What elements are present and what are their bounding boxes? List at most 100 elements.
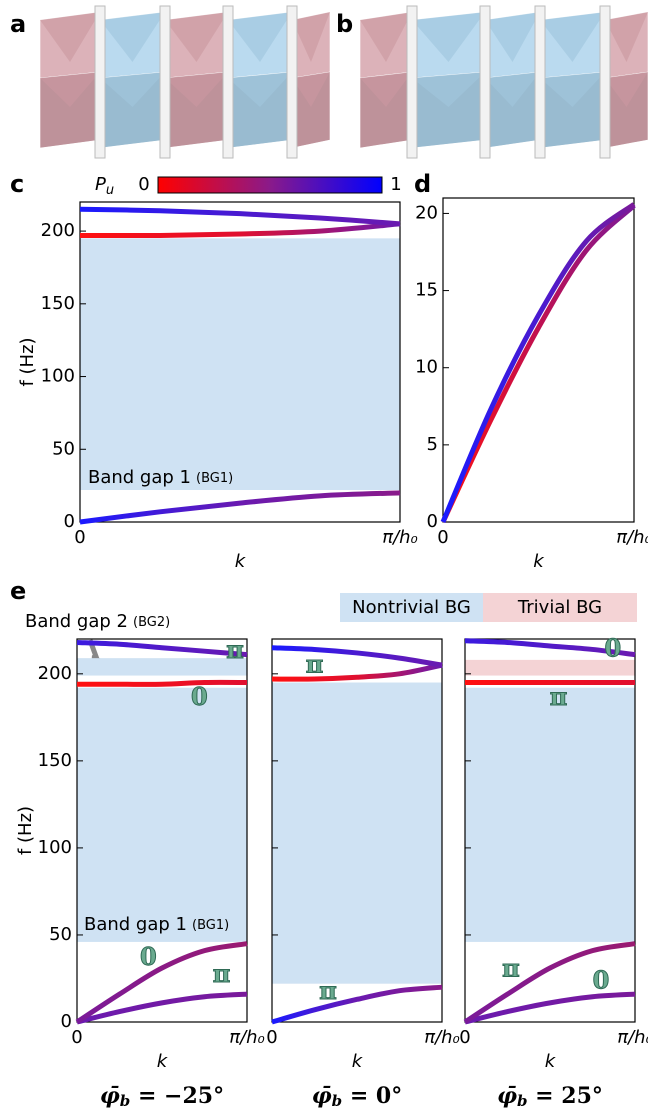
gap-label: Band gap 1 (BG1) <box>84 914 229 935</box>
facet <box>40 12 100 62</box>
y-tick-label: 5 <box>427 434 438 455</box>
band-gap <box>77 658 247 676</box>
y-tick-label: 0 <box>427 511 438 532</box>
post <box>159 5 171 159</box>
gap-label-main: Band gap 1 <box>88 467 191 488</box>
caption-sub: b <box>517 1092 528 1110</box>
post <box>94 5 106 159</box>
facet <box>228 72 292 107</box>
facet <box>540 72 605 107</box>
panel-label: b <box>336 10 353 38</box>
x-tick-label: π/h₀ <box>617 1027 648 1048</box>
x-tick-label: π/h₀ <box>382 527 418 548</box>
facet <box>292 12 330 62</box>
x-tick-label: 0 <box>266 1027 277 1048</box>
plot-frame <box>442 197 635 523</box>
x-axis-label: k <box>545 1051 557 1072</box>
y-tick-label: 10 <box>415 357 438 378</box>
mode-label: π <box>550 682 568 711</box>
y-tick-label: 20 <box>415 202 438 223</box>
post <box>286 5 298 159</box>
gap-label-main: Band gap 1 <box>84 914 187 935</box>
caption-symbol: φ̄ <box>312 1083 332 1109</box>
colorbar-label-sub: u <box>106 183 114 198</box>
facet <box>605 12 648 62</box>
facet <box>40 72 100 107</box>
legend-swatch <box>483 593 637 622</box>
x-axis-label: k <box>157 1051 169 1072</box>
mode-label: π <box>306 650 324 679</box>
plot-frame <box>76 638 248 1023</box>
x-tick-label: 0 <box>74 527 85 548</box>
band-curve <box>76 991 248 1025</box>
band-gap <box>465 687 635 942</box>
band-gap <box>77 687 247 942</box>
y-tick-label: 200 <box>41 220 75 241</box>
band-curve <box>76 639 248 658</box>
plot-frame <box>271 638 443 1023</box>
x-tick-label: π/h₀ <box>229 1027 265 1048</box>
band-curve <box>79 206 401 227</box>
band-gap <box>465 659 635 676</box>
band-curve <box>77 679 248 687</box>
mode-label: 0 <box>593 966 610 995</box>
facet <box>360 72 412 107</box>
y-axis-label: f (Hz) <box>15 806 36 855</box>
colorbar <box>157 176 383 194</box>
gap-label-main: Band gap 2 <box>25 611 128 632</box>
y-tick-label: 200 <box>38 663 72 684</box>
band-curve <box>79 221 401 239</box>
caption-text: = 25° <box>528 1083 603 1109</box>
facet <box>165 12 228 62</box>
panel-label: e <box>10 577 26 605</box>
facet <box>100 12 165 62</box>
facet <box>100 72 165 107</box>
mode-label: 0 <box>140 942 157 971</box>
band-curve <box>440 203 636 524</box>
x-axis-label: k <box>533 551 545 572</box>
gap-label-sub: (BG2) <box>133 615 170 630</box>
y-tick-label: 100 <box>38 837 72 858</box>
panel-label: a <box>10 10 26 38</box>
post <box>222 5 234 159</box>
mode-label: 0 <box>605 633 622 662</box>
gap-label: Band gap 2 (BG2) <box>25 611 170 632</box>
mode-label: π <box>226 635 244 664</box>
band-curve <box>271 645 443 668</box>
band-curve <box>75 941 248 1025</box>
post <box>406 5 418 159</box>
band-curve <box>271 984 443 1025</box>
x-tick-label: 0 <box>71 1027 82 1048</box>
x-tick-label: 0 <box>437 527 448 548</box>
facet <box>292 72 330 107</box>
caption-symbol: φ̄ <box>100 1083 120 1109</box>
post <box>479 5 491 159</box>
panel-label: c <box>10 170 24 198</box>
facet <box>412 12 485 62</box>
band-curve <box>464 991 636 1025</box>
y-axis-label: f (Hz) <box>17 337 38 386</box>
colorbar-label-main: P <box>95 174 106 195</box>
caption-symbol: φ̄ <box>497 1083 517 1109</box>
band-curve <box>463 941 636 1025</box>
x-tick-label: π/h₀ <box>616 527 648 548</box>
caption-text: = 0° <box>342 1083 402 1109</box>
band-curve <box>271 662 443 682</box>
band-curve <box>79 490 401 525</box>
band-curve <box>440 202 636 523</box>
band-gap <box>80 238 400 490</box>
caption-sub: b <box>120 1092 131 1110</box>
y-tick-label: 150 <box>41 293 75 314</box>
caption: φ̄b = 25° <box>497 1083 603 1110</box>
y-tick-label: 150 <box>38 750 72 771</box>
y-tick-label: 15 <box>415 280 438 301</box>
band-curve <box>464 638 636 658</box>
facet <box>485 72 540 107</box>
x-axis-label: k <box>235 551 247 572</box>
caption-sub: b <box>332 1092 343 1110</box>
y-tick-label: 0 <box>61 1011 72 1032</box>
legend-swatch <box>340 593 483 622</box>
facet <box>485 12 540 62</box>
facet <box>165 72 228 107</box>
